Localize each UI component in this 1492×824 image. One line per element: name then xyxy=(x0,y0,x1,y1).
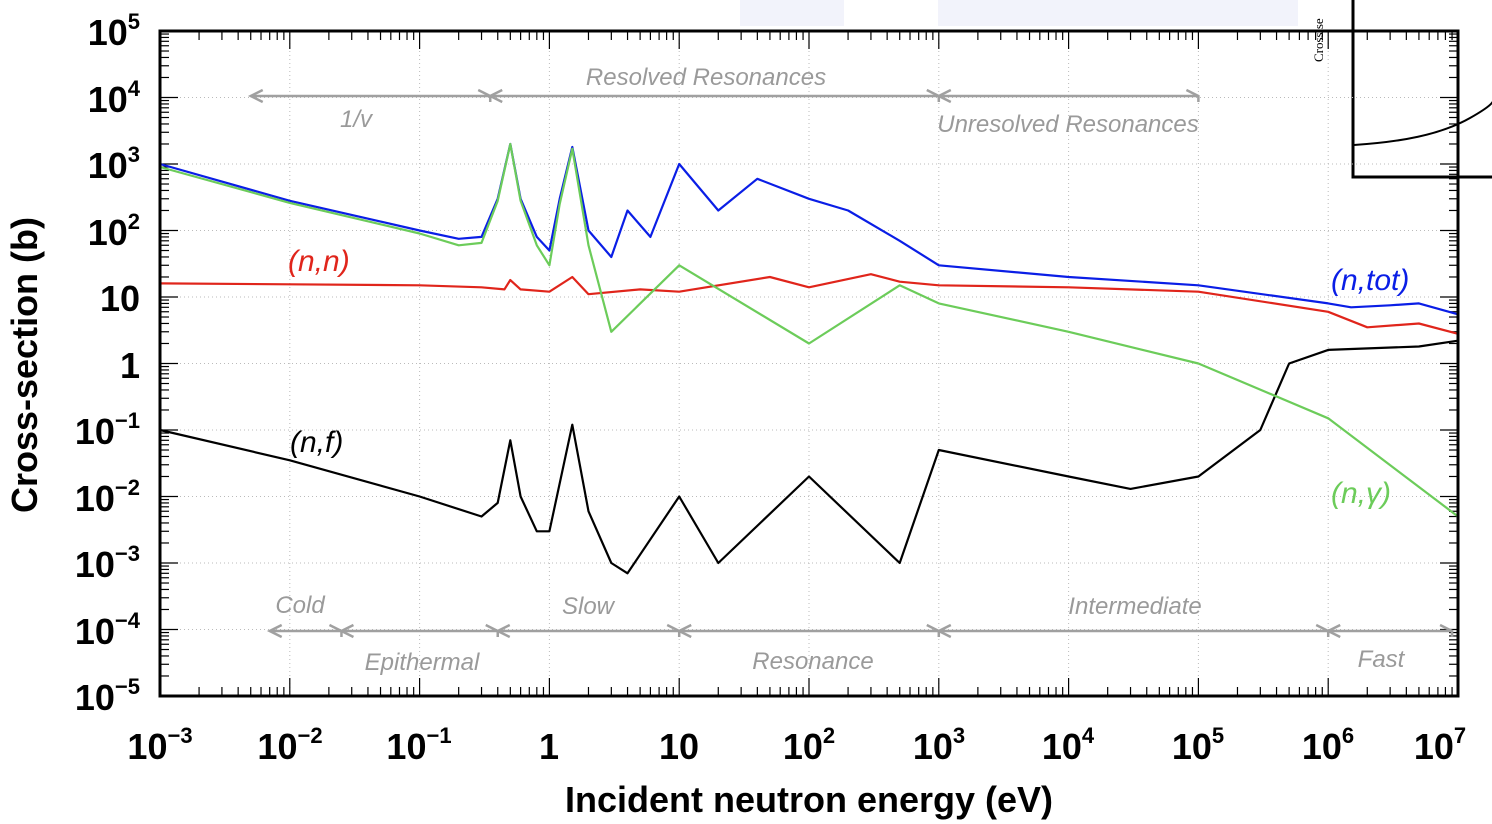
inset-figure: Cross se xyxy=(1311,0,1492,179)
arrow-unresolved-head-left xyxy=(936,88,952,104)
inset-frame xyxy=(1351,0,1492,179)
plot-frame xyxy=(158,29,1460,698)
annotation-slow: Slow xyxy=(562,593,616,620)
x-tick-label: 106 xyxy=(1302,723,1354,767)
annotation-resolved-resonances: Resolved Resonances xyxy=(586,64,826,91)
arrow-intermediate-head-left xyxy=(936,623,952,639)
y-tick-label: 104 xyxy=(88,76,141,120)
series-curves xyxy=(159,142,1459,575)
region-arrows xyxy=(247,88,1454,639)
series-label-n-f: (n,f) xyxy=(290,426,343,459)
series-label-n-n: (n,n) xyxy=(288,245,350,278)
y-tick-label: 10−4 xyxy=(75,608,141,652)
x-tick-label: 104 xyxy=(1042,723,1095,767)
annotation-1-over-v: 1/v xyxy=(340,106,374,133)
x-tick-label: 10 xyxy=(659,726,699,767)
y-tick-label: 10−1 xyxy=(75,408,140,452)
series-labels: (n,tot) (n,n) (n,γ) (n,f) xyxy=(288,245,1409,510)
inset-curve xyxy=(1353,101,1492,146)
x-tick-label: 105 xyxy=(1172,723,1224,767)
annotation-unresolved-resonances: Unresolved Resonances xyxy=(937,111,1198,138)
arrow-unresolved-head-right xyxy=(1185,88,1200,102)
curve-n-gamma xyxy=(159,142,1459,518)
arrow-fast-head-left xyxy=(1325,623,1341,639)
arrow-resonance-head-left xyxy=(676,623,692,639)
arrow-fast-head-right xyxy=(1439,623,1454,637)
arrow-cold-head-left xyxy=(266,623,283,639)
background-band xyxy=(740,0,844,26)
background-band xyxy=(938,0,1298,26)
y-tick-labels: 105 104 103 102 10 1 10−1 10−2 10−3 10−4… xyxy=(75,9,141,718)
inset-axis-label: Cross se xyxy=(1311,18,1326,62)
x-tick-labels: 10−3 10−2 10−1 1 10 102 103 104 105 106 … xyxy=(127,723,1466,767)
x-tick-label: 107 xyxy=(1414,723,1466,767)
arrow-epithermal-head-left xyxy=(338,623,355,639)
y-tick-label: 10−2 xyxy=(75,475,140,519)
y-tick-label: 103 xyxy=(88,142,140,186)
y-tick-label: 102 xyxy=(88,209,140,253)
y-axis-title: Cross-section (b) xyxy=(4,217,45,513)
y-tick-label: 10−5 xyxy=(75,674,140,718)
curve-n-f xyxy=(159,339,1459,575)
annotation-intermediate: Intermediate xyxy=(1068,593,1201,620)
x-tick-label: 103 xyxy=(913,723,965,767)
y-tick-label: 105 xyxy=(88,9,140,53)
x-tick-label: 102 xyxy=(783,723,835,767)
curve-n-tot xyxy=(159,142,1459,316)
y-tick-label: 1 xyxy=(120,345,140,386)
x-axis-title: Incident neutron energy (eV) xyxy=(565,779,1053,820)
arrow-slow-head-left xyxy=(494,623,511,639)
x-tick-label: 10−2 xyxy=(257,723,322,767)
annotation-fast: Fast xyxy=(1358,646,1406,673)
x-tick-label: 1 xyxy=(539,726,559,767)
annotation-resonance: Resonance xyxy=(752,648,873,675)
y-tick-label: 10 xyxy=(100,278,140,319)
annotation-cold: Cold xyxy=(275,592,325,619)
annotation-epithermal: Epithermal xyxy=(365,649,480,676)
series-label-n-tot: (n,tot) xyxy=(1331,264,1409,297)
region-annotations: Resolved Resonances 1/v Unresolved Reson… xyxy=(275,64,1405,676)
x-tick-label: 10−1 xyxy=(386,723,451,767)
y-tick-label: 10−3 xyxy=(75,541,140,585)
x-tick-label: 10−3 xyxy=(127,723,192,767)
arrow-1-over-v-head-left xyxy=(247,88,264,104)
curve-n-n xyxy=(159,273,1459,335)
arrow-resolved-head-left xyxy=(487,88,503,104)
series-label-n-gamma: (n,γ) xyxy=(1331,477,1391,510)
